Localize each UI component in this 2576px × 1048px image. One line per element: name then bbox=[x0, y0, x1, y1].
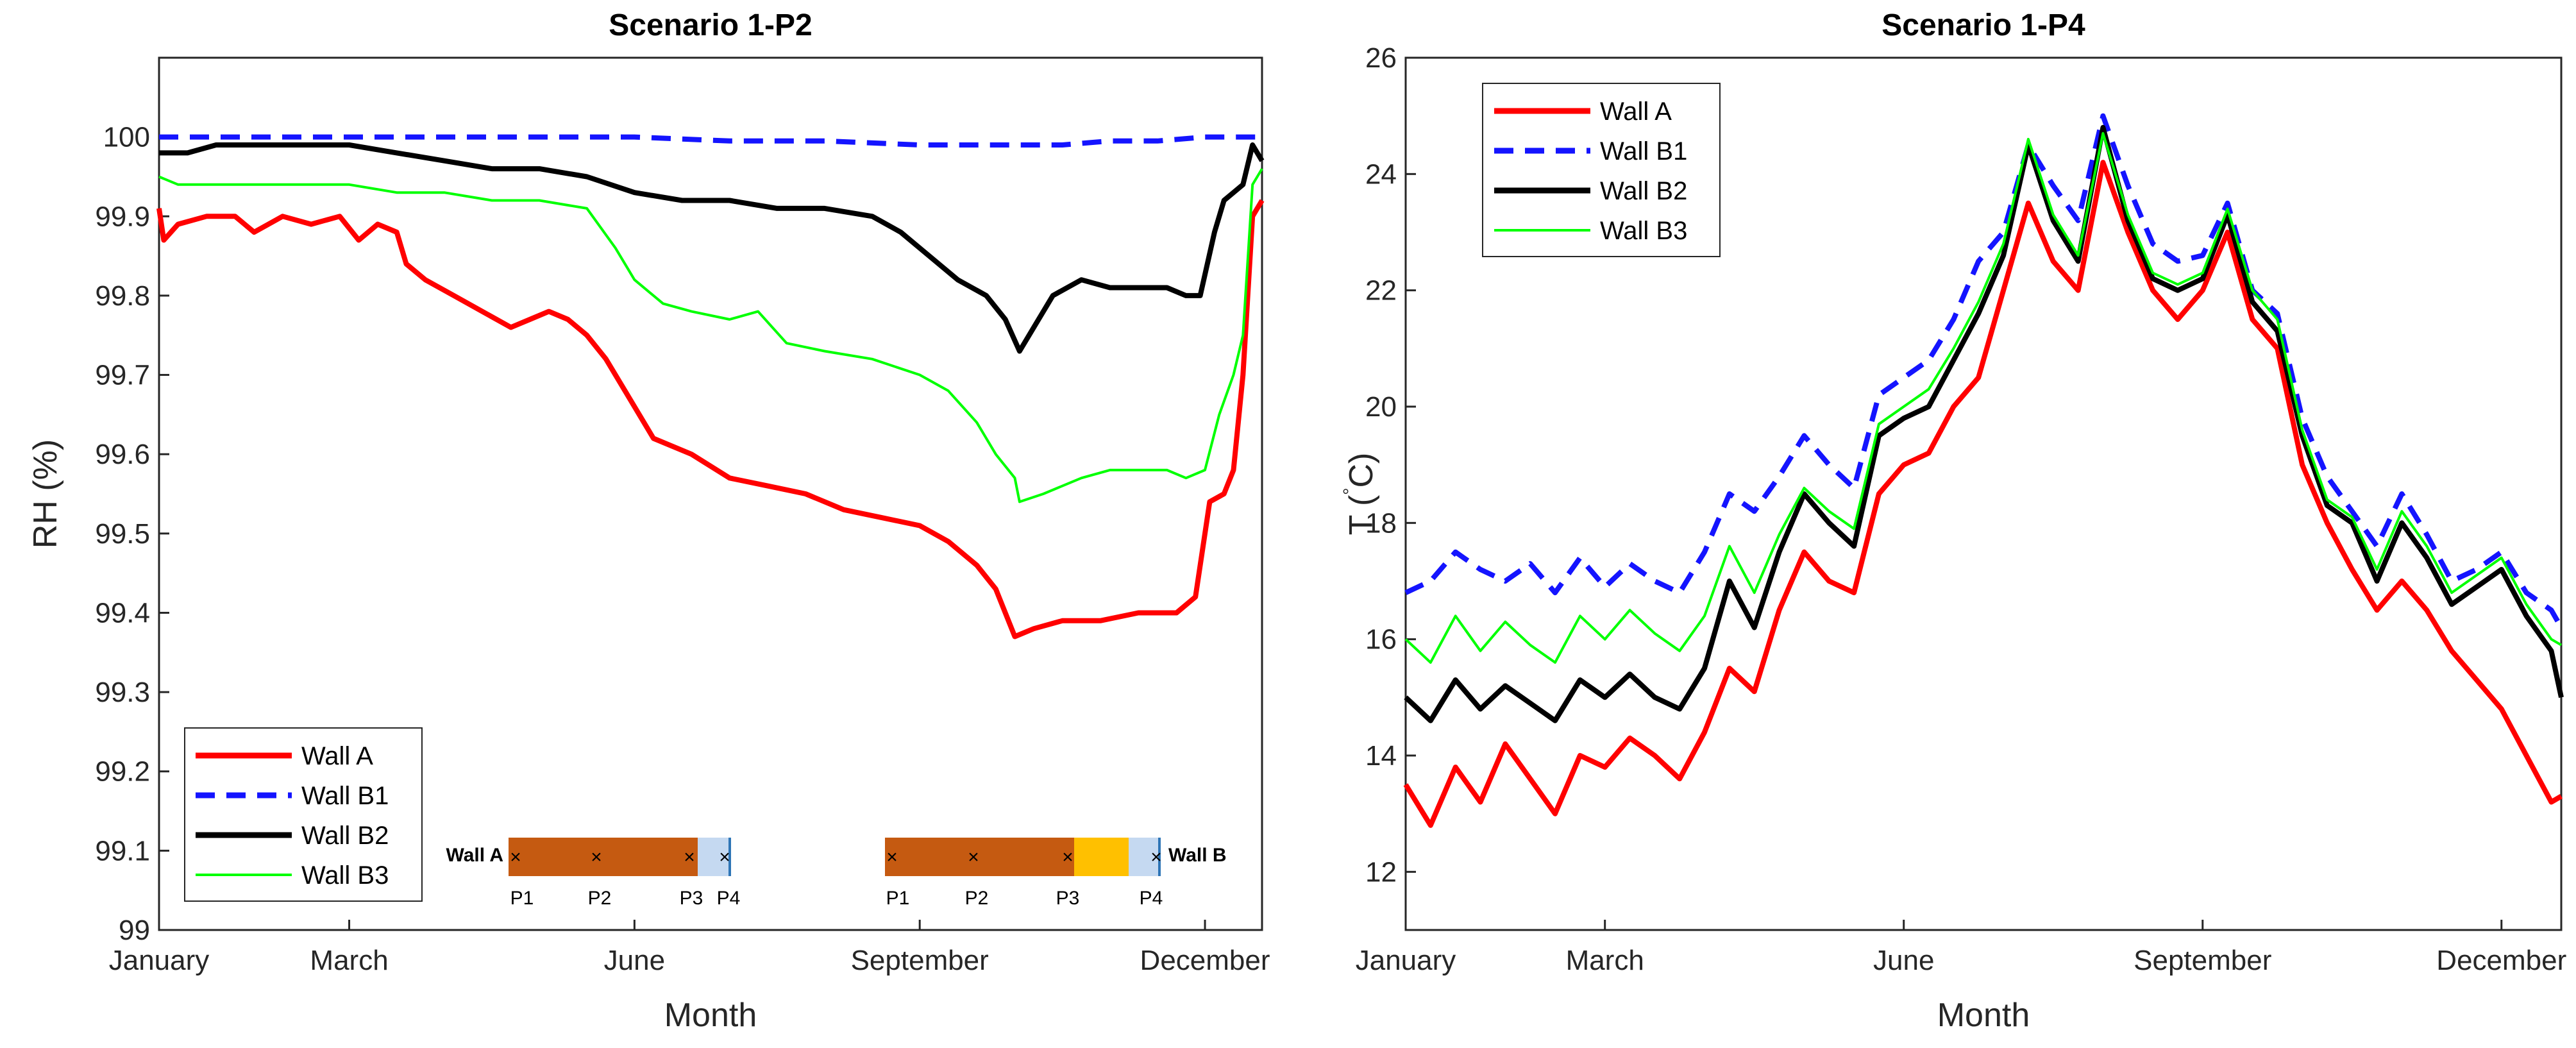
series-line-wall-b2 bbox=[159, 142, 1265, 354]
series-line-wall-a bbox=[1403, 160, 2563, 828]
legend-label-wall-b1: Wall B1 bbox=[301, 782, 389, 810]
y-tick-label: 12 bbox=[1365, 856, 1397, 888]
wall-b-point-label: P3 bbox=[1056, 888, 1080, 909]
y-ticks: 99 99.1 99.2 99.3 99.4 99.5 99.6 99.7 99.8 99.9 10… bbox=[95, 122, 169, 946]
legend-label-wall-b2: Wall B2 bbox=[301, 822, 389, 850]
x-tick-label: March bbox=[310, 945, 388, 976]
x-tick-label: December bbox=[1140, 945, 1270, 976]
y-ticks: 12 14 16 18 20 22 24 26 bbox=[1365, 42, 1416, 888]
legend: Wall A Wall B1 Wall B2 Wall B3 bbox=[184, 727, 423, 902]
y-tick-label: 99.1 bbox=[95, 835, 150, 866]
wall-b-point-label: P4 bbox=[1140, 888, 1163, 909]
wall-b-point-label: P1 bbox=[886, 888, 910, 909]
wall-a-point-label: P1 bbox=[510, 888, 534, 909]
chart-title: Scenario 1-P4 bbox=[1881, 8, 2085, 42]
series-line-wall-b3 bbox=[1404, 131, 2563, 664]
wall-b-marker-p4: × bbox=[1150, 847, 1162, 868]
legend: Wall A Wall B1 Wall B2 Wall B3 bbox=[1482, 83, 1721, 257]
rh-chart: Scenario 1-P2 99 99.1 99.2 99.3 99.4 99.5 99.6… bbox=[27, 8, 1270, 1034]
y-tick-label: 16 bbox=[1365, 624, 1397, 655]
legend-label-wall-a: Wall A bbox=[1600, 97, 1672, 126]
y-tick-label: 100 bbox=[103, 122, 150, 153]
y-tick-label: 20 bbox=[1365, 391, 1397, 423]
y-tick-label: 99.8 bbox=[95, 280, 150, 312]
y-tick-label: 99.9 bbox=[95, 201, 150, 232]
y-tick-label: 99.5 bbox=[95, 518, 150, 550]
wall-b-brick-layer bbox=[885, 838, 1074, 876]
wall-a-marker-p3: × bbox=[684, 847, 695, 868]
y-tick-label: 18 bbox=[1365, 507, 1397, 539]
wall-a-light-layer bbox=[698, 838, 731, 876]
legend-label-wall-b3: Wall B3 bbox=[301, 861, 389, 890]
y-tick-label: 99.6 bbox=[95, 439, 150, 470]
legend-label-wall-b1: Wall B1 bbox=[1600, 137, 1687, 165]
x-axis-label: Month bbox=[1937, 997, 2030, 1034]
wall-b-point-label: P2 bbox=[965, 888, 989, 909]
wall-diagram-inset: Wall A × × × × P1 P2 P3 P4 × × × × Wall … bbox=[446, 838, 1227, 909]
x-tick-label: January bbox=[109, 945, 210, 976]
series-line-wall-b1 bbox=[1404, 113, 2564, 629]
wall-b-insulation-layer bbox=[1074, 838, 1129, 876]
y-tick-label: 22 bbox=[1365, 275, 1397, 307]
x-tick-label: June bbox=[1873, 945, 1934, 976]
wall-b-light-layer bbox=[1129, 838, 1161, 876]
x-tick-label: March bbox=[1566, 945, 1644, 976]
wall-a-point-label: P2 bbox=[588, 888, 612, 909]
series-lines bbox=[1403, 113, 2564, 828]
y-tick-label: 99.3 bbox=[95, 677, 150, 708]
y-tick-label: 99.2 bbox=[95, 756, 150, 788]
x-tick-label: September bbox=[851, 945, 989, 976]
series-line-wall-b2 bbox=[1404, 124, 2564, 723]
y-tick-label: 14 bbox=[1365, 740, 1397, 772]
wall-b-marker-p3: × bbox=[1062, 847, 1073, 868]
y-tick-label: 99.4 bbox=[95, 597, 150, 629]
series-line-wall-a bbox=[156, 199, 1265, 639]
inset-wall-b-label: Wall B bbox=[1168, 845, 1227, 866]
series-lines bbox=[156, 134, 1265, 639]
wall-a-brick-layer bbox=[509, 838, 698, 876]
x-tick-label: September bbox=[2134, 945, 2271, 976]
series-line-wall-b3 bbox=[158, 168, 1263, 503]
x-axis-label: Month bbox=[664, 997, 757, 1034]
wall-a-point-label: P3 bbox=[680, 888, 703, 909]
y-axis-label: RH (%) bbox=[27, 439, 64, 548]
wall-a-marker-p2: × bbox=[591, 847, 602, 868]
x-tick-label: June bbox=[604, 945, 665, 976]
x-ticks: January March June September December bbox=[1356, 920, 2566, 976]
x-tick-label: January bbox=[1356, 945, 1456, 976]
y-axis-label: T (°C) bbox=[1340, 453, 1380, 536]
wall-a-marker-p4: × bbox=[719, 847, 730, 868]
wall-b-marker-p1: × bbox=[886, 847, 898, 868]
legend-label-wall-b3: Wall B3 bbox=[1600, 217, 1687, 245]
legend-label-wall-a: Wall A bbox=[301, 742, 373, 770]
y-axis-label-text: T (°C) bbox=[1340, 453, 1380, 536]
wall-a-marker-p1: × bbox=[510, 847, 521, 868]
y-tick-label: 24 bbox=[1365, 158, 1397, 190]
y-tick-label: 99 bbox=[119, 915, 150, 946]
wall-a-point-label: P4 bbox=[717, 888, 741, 909]
legend-label-wall-b2: Wall B2 bbox=[1600, 177, 1687, 205]
y-tick-label: 26 bbox=[1365, 42, 1397, 74]
series-line-wall-b1 bbox=[159, 134, 1262, 148]
y-tick-label: 99.7 bbox=[95, 360, 150, 391]
inset-wall-a-label: Wall A bbox=[446, 845, 503, 866]
wall-b-marker-p2: × bbox=[968, 847, 979, 868]
temperature-chart: Scenario 1-P4 12 14 16 18 20 22 24 26 January Ma… bbox=[1340, 8, 2566, 1034]
x-tick-label: December bbox=[2436, 945, 2566, 976]
chart-title: Scenario 1-P2 bbox=[609, 8, 812, 42]
x-ticks: January March June September December bbox=[109, 920, 1270, 976]
